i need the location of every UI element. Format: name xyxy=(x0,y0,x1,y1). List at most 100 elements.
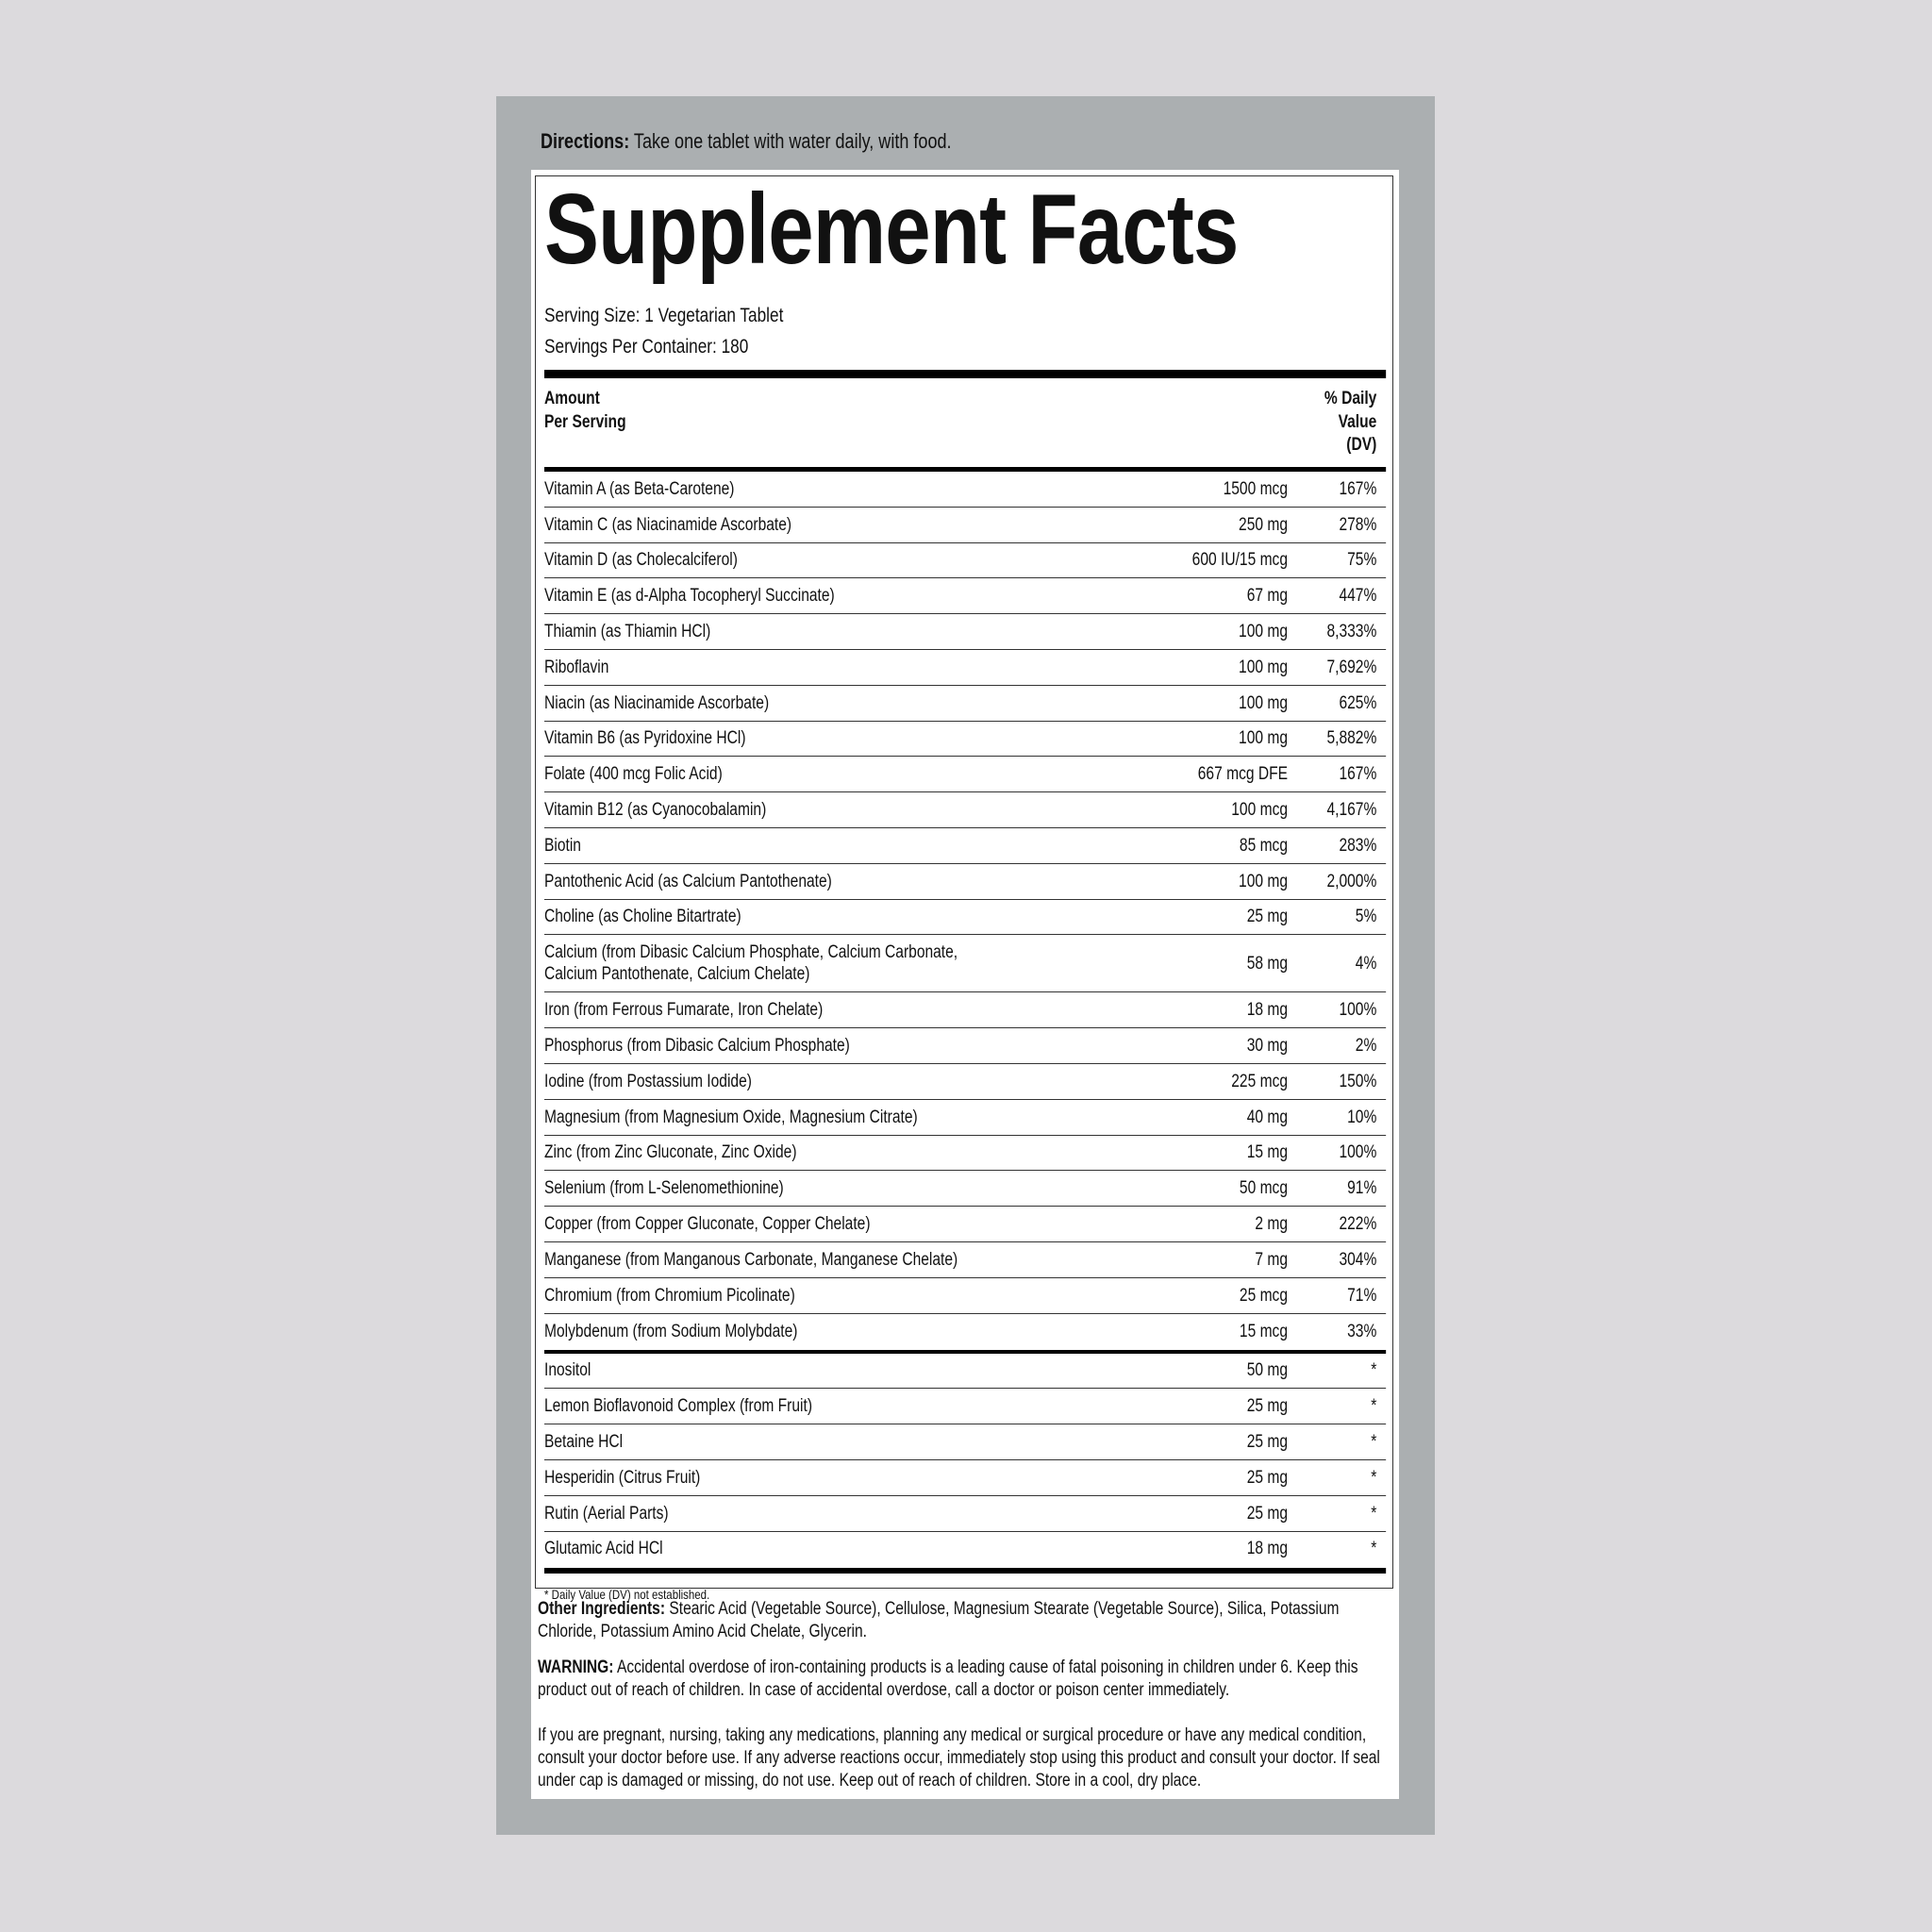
table-row: Vitamin B12 (as Cyanocobalamin) 100 mcg 4,… xyxy=(544,792,1387,828)
table-row: Phosphorus (from Dibasic Calcium Phospha… xyxy=(544,1028,1387,1064)
nutrient-amount: 667 mcg DFE xyxy=(1197,764,1289,785)
nutrient-amount: 100 mg xyxy=(1239,622,1289,642)
table-row: Vitamin D (as Cholecalciferol) 600 IU/15 … xyxy=(544,543,1387,579)
table-row: Molybdenum (from Sodium Molybdate) 15 mcg… xyxy=(544,1314,1387,1354)
page-title: Supplement Facts xyxy=(544,174,1239,285)
table-row: Magnesium (from Magnesium Oxide, Magnesi… xyxy=(544,1100,1387,1136)
nutrient-name: Vitamin D (as Cholecalciferol) xyxy=(544,550,738,571)
table-row: Manganese (from Manganous Carbonate, Man… xyxy=(544,1242,1387,1278)
divider-thick xyxy=(544,370,1387,378)
label-notes: Other Ingredients: Stearic Acid (Vegetab… xyxy=(538,1598,1396,1806)
nutrient-amount: 50 mcg xyxy=(1239,1178,1289,1199)
nutrient-amount: 600 IU/15 mcg xyxy=(1191,550,1289,571)
table-row: Riboflavin 100 mg 7,692% xyxy=(544,650,1387,686)
nutrient-amount: 15 mcg xyxy=(1239,1322,1289,1342)
nutrient-amount: 225 mcg xyxy=(1231,1071,1289,1091)
nutrient-name: Pantothenic Acid (as Calcium Pantothenat… xyxy=(544,871,832,891)
nutrient-dv: 5,882% xyxy=(1326,728,1377,749)
nutrient-dv: 91% xyxy=(1347,1178,1377,1199)
divider-medium xyxy=(544,467,1387,472)
nutrient-name: Choline (as Choline Bitartrate) xyxy=(544,907,741,927)
other-ingredients: Other Ingredients: Stearic Acid (Vegetab… xyxy=(538,1599,1340,1641)
table-row: Chromium (from Chromium Picolinate) 25 mc… xyxy=(544,1278,1387,1314)
nutrient-amount: 1500 mcg xyxy=(1223,478,1289,499)
nutrient-dv: * xyxy=(1371,1539,1377,1559)
nutrient-amount: 85 mcg xyxy=(1239,835,1289,856)
nutrient-dv: 2,000% xyxy=(1326,871,1377,891)
nutrient-name: Zinc (from Zinc Gluconate, Zinc Oxide) xyxy=(544,1142,797,1163)
serving-size: Serving Size: 1 Vegetarian Tablet xyxy=(544,305,784,326)
nutrient-name: Betaine HCl xyxy=(544,1432,624,1453)
nutrient-amount: 25 mg xyxy=(1246,1503,1289,1524)
table-row: Vitamin C (as Niacinamide Ascorbate) 250 … xyxy=(544,508,1387,543)
nutrient-name: Calcium (from Dibasic Calcium Phosphate,… xyxy=(544,942,958,985)
table-row: Folate (400 mcg Folic Acid) 667 mcg DFE 16… xyxy=(544,757,1387,793)
nutrient-name: Niacin (as Niacinamide Ascorbate) xyxy=(544,692,770,713)
table-row: Iodine (from Postassium Iodide) 225 mcg 15… xyxy=(544,1064,1387,1100)
table-row: Inositol 50 mg * xyxy=(544,1354,1387,1390)
table-row: Vitamin E (as d-Alpha Tocopheryl Succina… xyxy=(544,578,1387,615)
nutrient-name: Manganese (from Manganous Carbonate, Man… xyxy=(544,1249,958,1270)
nutrient-name: Riboflavin xyxy=(544,657,609,677)
nutrient-dv: 2% xyxy=(1355,1036,1377,1057)
divider-thick xyxy=(544,1568,1387,1574)
table-row: Vitamin B6 (as Pyridoxine HCl) 100 mg 5,88… xyxy=(544,722,1387,758)
nutrient-dv: 167% xyxy=(1339,764,1377,785)
nutrient-amount: 25 mg xyxy=(1246,1396,1289,1417)
nutrient-dv: 222% xyxy=(1339,1214,1377,1235)
nutrient-amount: 100 mg xyxy=(1239,657,1289,677)
table-row: Iron (from Ferrous Fumarate, Iron Chelat… xyxy=(544,992,1387,1029)
nutrient-name: Phosphorus (from Dibasic Calcium Phospha… xyxy=(544,1036,850,1057)
nutrient-name: Glutamic Acid HCl xyxy=(544,1539,663,1559)
nutrient-amount: 25 mg xyxy=(1246,907,1289,927)
nutrient-dv: * xyxy=(1371,1360,1377,1381)
nutrient-dv: 278% xyxy=(1339,514,1377,535)
table-row: Glutamic Acid HCl 18 mg * xyxy=(544,1532,1386,1567)
table-row: Zinc (from Zinc Gluconate, Zinc Oxide) 15… xyxy=(544,1136,1387,1172)
nutrient-amount: 100 mg xyxy=(1239,692,1289,713)
nutrient-amount: 25 mg xyxy=(1246,1467,1289,1488)
nutrient-amount: 30 mg xyxy=(1246,1036,1289,1057)
table-row: Choline (as Choline Bitartrate) 25 mg 5% xyxy=(544,900,1387,936)
nutrient-dv: 8,333% xyxy=(1326,622,1377,642)
nutrient-name: Vitamin B12 (as Cyanocobalamin) xyxy=(544,800,767,821)
nutrient-amount: 50 mg xyxy=(1246,1360,1289,1381)
dv-header: % Daily Value (DV) xyxy=(1324,389,1377,455)
nutrient-dv: 447% xyxy=(1339,586,1377,607)
nutrient-dv: 7,692% xyxy=(1326,657,1377,677)
directions: Directions: Take one tablet with water d… xyxy=(541,128,1391,155)
table-row: Pantothenic Acid (as Calcium Pantothenat… xyxy=(544,864,1387,900)
nutrient-name: Selenium (from L-Selenomethionine) xyxy=(544,1178,784,1199)
nutrient-amount: 2 mg xyxy=(1255,1214,1289,1235)
table-header: Amount Per Serving % Daily Value (DV) xyxy=(544,378,1386,467)
table-row: Selenium (from L-Selenomethionine) 50 mcg… xyxy=(544,1171,1387,1208)
nutrient-amount: 67 mg xyxy=(1246,586,1289,607)
table-row: Copper (from Copper Gluconate, Copper Ch… xyxy=(544,1207,1387,1242)
nutrient-dv: 304% xyxy=(1339,1249,1377,1270)
warning: WARNING: Accidental overdose of iron-con… xyxy=(538,1657,1358,1700)
table-row: Betaine HCl 25 mg * xyxy=(544,1424,1387,1460)
nutrient-name: Copper (from Copper Gluconate, Copper Ch… xyxy=(544,1214,871,1235)
nutrient-name: Lemon Bioflavonoid Complex (from Fruit) xyxy=(544,1396,813,1417)
nutrient-name: Vitamin C (as Niacinamide Ascorbate) xyxy=(544,514,792,535)
nutrient-amount: 100 mcg xyxy=(1231,800,1289,821)
nutrient-dv: 150% xyxy=(1339,1071,1377,1091)
nutrient-amount: 250 mg xyxy=(1239,514,1289,535)
nutrient-dv: 625% xyxy=(1339,692,1377,713)
caution-text: If you are pregnant, nursing, taking any… xyxy=(538,1725,1380,1790)
nutrient-dv: 75% xyxy=(1347,550,1377,571)
table-row: Biotin 85 mcg 283% xyxy=(544,828,1387,864)
nutrient-dv: 10% xyxy=(1347,1107,1377,1127)
nutrient-dv: * xyxy=(1371,1396,1377,1417)
nutrient-table: Vitamin A (as Beta-Carotene) 1500 mcg 167%… xyxy=(544,472,1387,1567)
nutrient-dv: 100% xyxy=(1339,1142,1377,1163)
servings-per-container: Servings Per Container: 180 xyxy=(544,336,749,358)
nutrient-name: Molybdenum (from Sodium Molybdate) xyxy=(544,1322,798,1342)
table-row: Lemon Bioflavonoid Complex (from Fruit) 2… xyxy=(544,1389,1387,1425)
nutrient-amount: 58 mg xyxy=(1246,953,1289,974)
nutrient-dv: 283% xyxy=(1339,835,1377,856)
table-row: Thiamin (as Thiamin HCl) 100 mg 8,333% xyxy=(544,614,1387,650)
nutrient-dv: * xyxy=(1371,1432,1377,1453)
nutrient-name: Iodine (from Postassium Iodide) xyxy=(544,1071,752,1091)
nutrient-name: Rutin (Aerial Parts) xyxy=(544,1503,669,1524)
